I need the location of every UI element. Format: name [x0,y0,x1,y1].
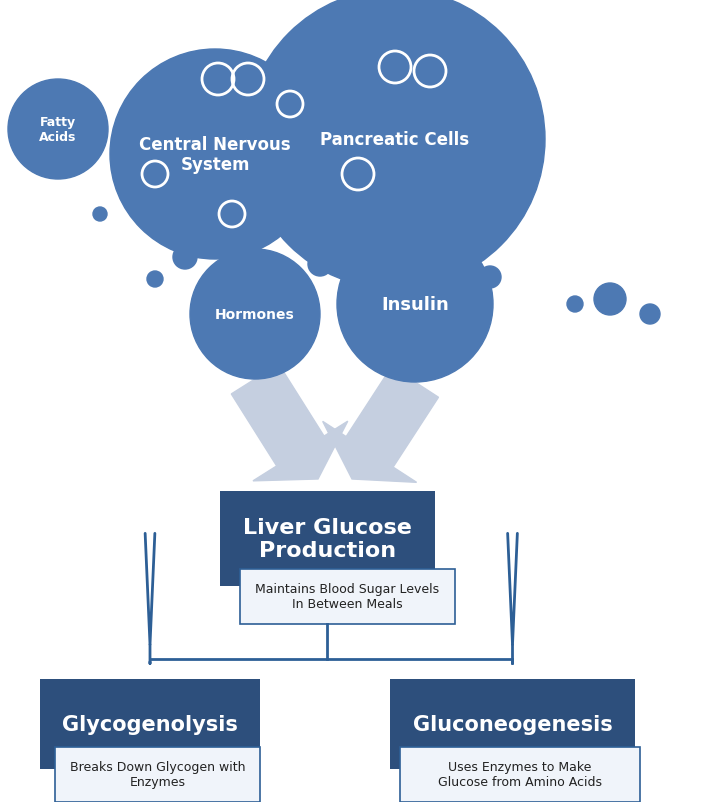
Text: Glycogenolysis: Glycogenolysis [62,714,238,734]
Circle shape [147,272,163,288]
Circle shape [245,0,545,290]
Circle shape [479,267,501,289]
Text: Maintains Blood Sugar Levels
In Between Meals: Maintains Blood Sugar Levels In Between … [256,583,440,611]
FancyBboxPatch shape [55,747,260,802]
Text: Fatty
Acids: Fatty Acids [40,115,77,144]
FancyBboxPatch shape [400,747,640,802]
Text: Liver Glucose
Production: Liver Glucose Production [243,517,412,561]
Circle shape [93,208,107,221]
Circle shape [640,305,660,325]
FancyBboxPatch shape [240,569,455,624]
Text: Breaks Down Glycogen with
Enzymes: Breaks Down Glycogen with Enzymes [70,760,246,788]
Text: Insulin: Insulin [381,296,449,314]
FancyBboxPatch shape [40,679,260,769]
Polygon shape [323,367,438,483]
Text: Central Nervous
System: Central Nervous System [139,136,291,174]
FancyBboxPatch shape [390,679,635,769]
Circle shape [308,253,332,277]
Circle shape [337,227,493,383]
Circle shape [190,249,320,379]
Circle shape [173,245,197,269]
Circle shape [594,284,626,316]
Circle shape [110,50,320,260]
Text: Gluconeogenesis: Gluconeogenesis [413,714,613,734]
Text: Pancreatic Cells: Pancreatic Cells [320,131,469,149]
Polygon shape [231,365,348,481]
Circle shape [567,297,583,313]
FancyBboxPatch shape [220,492,435,586]
Circle shape [8,80,108,180]
Text: Hormones: Hormones [215,308,295,322]
Text: Uses Enzymes to Make
Glucose from Amino Acids: Uses Enzymes to Make Glucose from Amino … [438,760,602,788]
